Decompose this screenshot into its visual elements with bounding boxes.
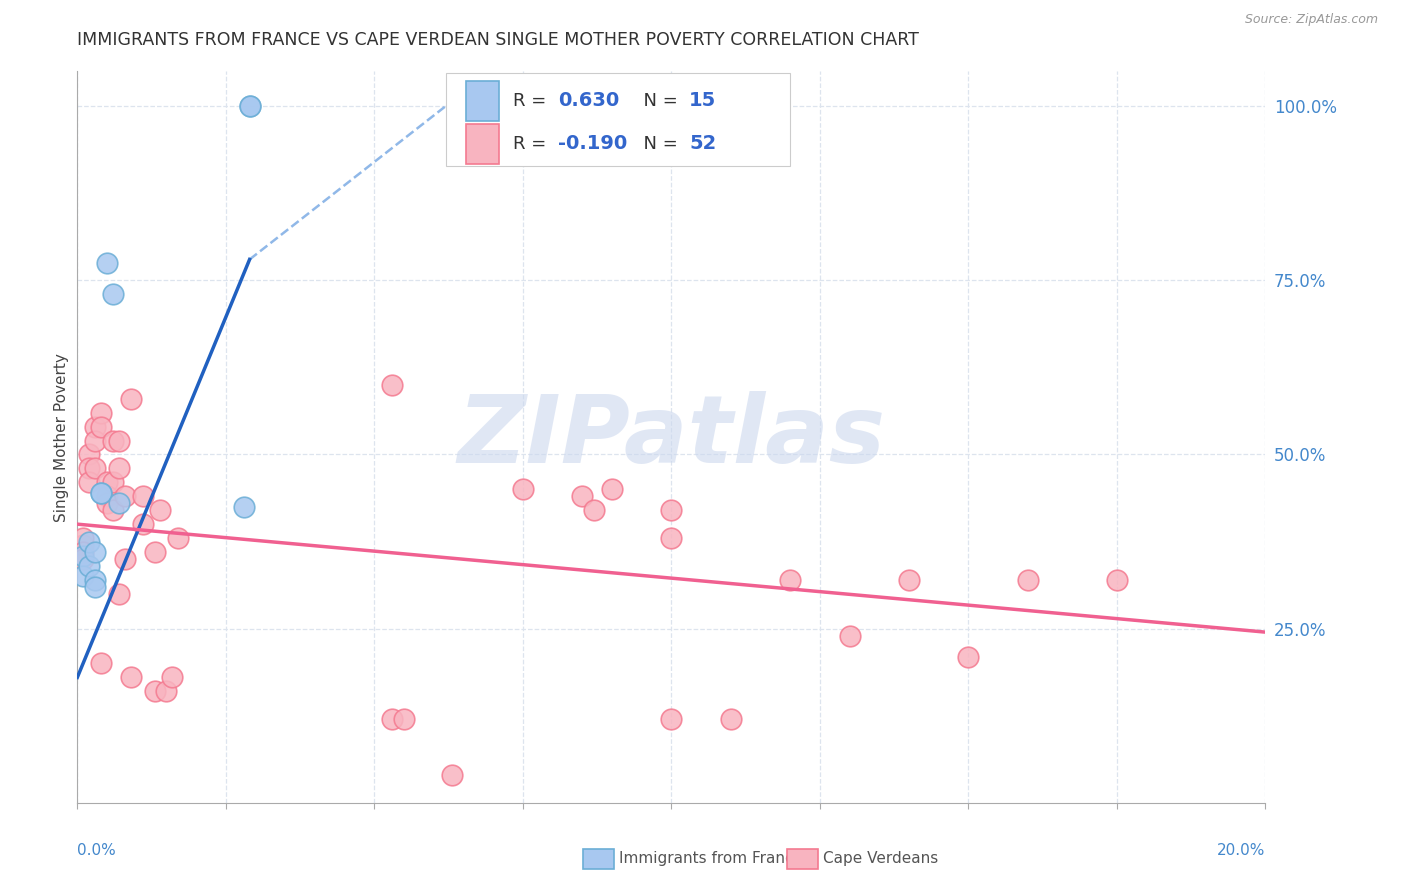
Point xyxy=(101,434,124,448)
Text: ZIPatlas: ZIPatlas xyxy=(457,391,886,483)
Text: 52: 52 xyxy=(689,135,717,153)
Point xyxy=(90,419,112,434)
Point xyxy=(101,287,124,301)
Point xyxy=(72,569,94,583)
Point xyxy=(96,475,118,490)
Text: R =: R = xyxy=(513,92,553,110)
Text: IMMIGRANTS FROM FRANCE VS CAPE VERDEAN SINGLE MOTHER POVERTY CORRELATION CHART: IMMIGRANTS FROM FRANCE VS CAPE VERDEAN S… xyxy=(77,31,920,49)
Point xyxy=(571,489,593,503)
Point xyxy=(120,392,142,406)
Point xyxy=(1105,573,1128,587)
Point xyxy=(1017,573,1039,587)
Point xyxy=(600,483,623,497)
Point xyxy=(108,461,131,475)
Point xyxy=(512,483,534,497)
Text: Immigrants from France: Immigrants from France xyxy=(619,852,803,866)
Y-axis label: Single Mother Poverty: Single Mother Poverty xyxy=(53,352,69,522)
FancyBboxPatch shape xyxy=(446,73,790,167)
Point xyxy=(84,573,107,587)
Point xyxy=(779,573,801,587)
Point xyxy=(90,406,112,420)
Point xyxy=(77,534,100,549)
Point xyxy=(381,712,404,726)
Point xyxy=(84,580,107,594)
Point xyxy=(84,419,107,434)
Text: N =: N = xyxy=(633,135,683,153)
Point xyxy=(162,670,184,684)
Point xyxy=(661,531,683,545)
Point xyxy=(661,503,683,517)
Text: N =: N = xyxy=(633,92,683,110)
Text: Source: ZipAtlas.com: Source: ZipAtlas.com xyxy=(1244,13,1378,27)
Point xyxy=(90,485,112,500)
Point xyxy=(101,475,124,490)
Point xyxy=(77,558,100,573)
Point xyxy=(84,461,107,475)
Point xyxy=(101,503,124,517)
Point xyxy=(239,99,262,113)
Point xyxy=(72,549,94,563)
Point xyxy=(131,489,153,503)
Point xyxy=(114,552,136,566)
Point xyxy=(838,629,860,643)
Point xyxy=(440,768,463,782)
Point xyxy=(108,434,131,448)
Text: 0.0%: 0.0% xyxy=(77,843,117,858)
Point xyxy=(392,712,415,726)
Text: 0.630: 0.630 xyxy=(558,91,620,110)
Point xyxy=(232,500,254,514)
Point xyxy=(131,517,153,532)
Point xyxy=(96,496,118,510)
FancyBboxPatch shape xyxy=(465,80,499,120)
Point xyxy=(149,503,172,517)
Point xyxy=(96,489,118,503)
Point xyxy=(90,485,112,500)
Point xyxy=(77,475,100,490)
Point xyxy=(583,503,606,517)
Point xyxy=(381,377,404,392)
Point xyxy=(108,587,131,601)
Point xyxy=(72,552,94,566)
Point xyxy=(77,448,100,462)
Point xyxy=(96,256,118,270)
Point xyxy=(72,531,94,545)
Text: 15: 15 xyxy=(689,91,717,110)
Text: R =: R = xyxy=(513,135,553,153)
Point xyxy=(77,461,100,475)
Point xyxy=(720,712,742,726)
Point xyxy=(143,684,166,698)
Point xyxy=(72,545,94,559)
Point xyxy=(114,489,136,503)
Point xyxy=(239,99,262,113)
Point xyxy=(84,434,107,448)
Point xyxy=(957,649,980,664)
Point xyxy=(108,496,131,510)
Point xyxy=(84,545,107,559)
Point xyxy=(898,573,921,587)
FancyBboxPatch shape xyxy=(465,124,499,164)
Point xyxy=(167,531,190,545)
Point xyxy=(143,545,166,559)
Point xyxy=(72,538,94,552)
Text: -0.190: -0.190 xyxy=(558,135,627,153)
Text: Cape Verdeans: Cape Verdeans xyxy=(823,852,938,866)
Point xyxy=(661,712,683,726)
Point xyxy=(155,684,177,698)
Text: 20.0%: 20.0% xyxy=(1218,843,1265,858)
Point xyxy=(90,657,112,671)
Point xyxy=(120,670,142,684)
